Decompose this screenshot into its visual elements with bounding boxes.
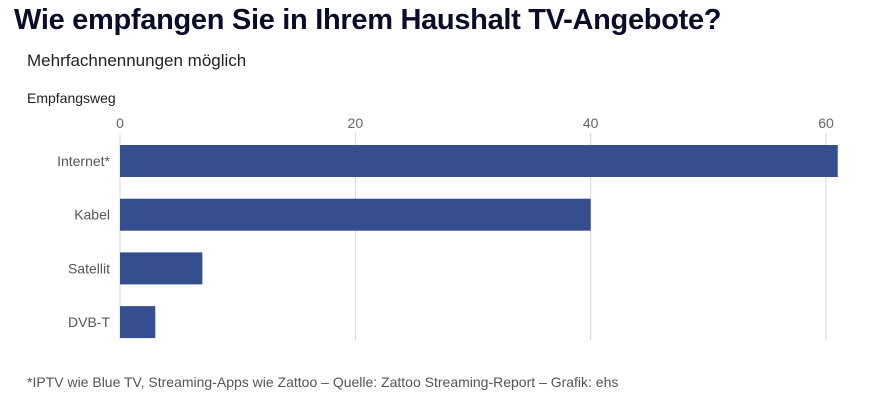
y-axis-label: Empfangsweg xyxy=(27,90,116,106)
chart-subtitle: Mehrfachnennungen möglich xyxy=(27,51,247,70)
x-tick-label: 40 xyxy=(583,115,599,131)
bar xyxy=(120,252,203,285)
bar xyxy=(120,198,591,231)
category-label: Kabel xyxy=(74,207,110,223)
chart-title: Wie empfangen Sie in Ihrem Haushalt TV-A… xyxy=(14,4,722,36)
x-tick-label: 0 xyxy=(116,115,124,131)
x-tick-label: 20 xyxy=(348,115,364,131)
category-label: Internet* xyxy=(57,153,110,169)
x-tick-label: 60 xyxy=(818,115,834,131)
category-label: Satellit xyxy=(68,260,110,276)
bar xyxy=(120,306,156,339)
footnote: *IPTV wie Blue TV, Streaming-Apps wie Za… xyxy=(27,374,619,390)
bar xyxy=(120,145,838,177)
category-label: DVB-T xyxy=(68,314,110,330)
